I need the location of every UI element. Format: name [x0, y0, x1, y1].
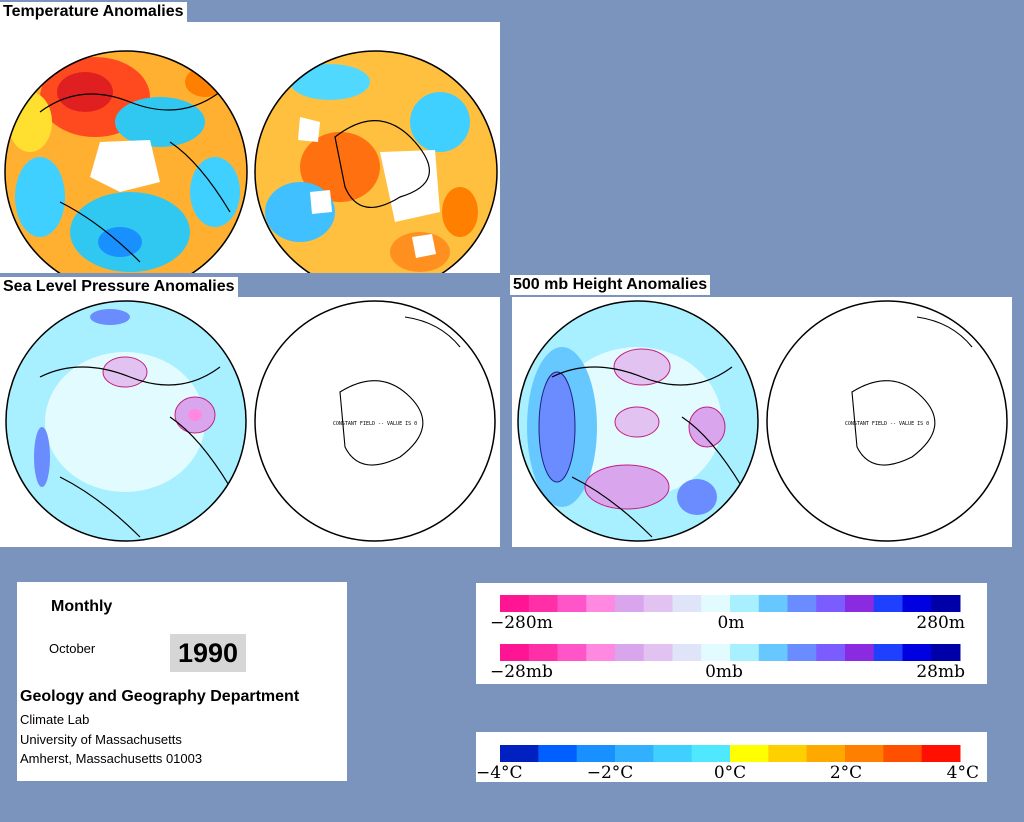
- height-colorbar-swatch: [758, 595, 788, 612]
- pressure-colorbar-swatch: [873, 644, 903, 661]
- temperature-colorbar-swatch: [806, 745, 846, 762]
- height-colorbar-swatch: [902, 595, 932, 612]
- temperature-maps: [4, 50, 498, 273]
- temperature-colorbar-swatch: [845, 745, 884, 762]
- height-colorbar-swatch: [931, 595, 961, 612]
- height-colorbar-swatch: [845, 595, 875, 612]
- temperature-colorbar-swatch: [538, 745, 578, 762]
- lab-label: Climate Lab: [20, 712, 90, 727]
- height-colorbar-swatch: [557, 595, 587, 612]
- pressure-colorbar-swatch: [730, 644, 760, 661]
- height500-title: 500 mb Height Anomalies: [510, 275, 711, 295]
- temp-label-2: 2°C: [830, 763, 862, 782]
- info-box: Monthly October 1990 Geology and Geograp…: [17, 582, 347, 781]
- temp-south-globe: [255, 51, 497, 273]
- height-colorbar: [500, 595, 961, 612]
- pressure-label-zero: 0mb: [705, 662, 743, 682]
- height-colorbar-swatch: [500, 595, 530, 612]
- height-colorbar-swatch: [643, 595, 673, 612]
- slp-panel: CONSTANT FIELD -- VALUE IS 0: [0, 297, 500, 547]
- height-colorbar-swatch: [672, 595, 702, 612]
- pressure-label-min: −28mb: [490, 662, 553, 682]
- height-colorbar-swatch: [701, 595, 731, 612]
- department-label: Geology and Geography Department: [20, 688, 300, 705]
- height-colorbar-swatch: [816, 595, 846, 612]
- pressure-colorbar-swatch: [643, 644, 673, 661]
- slp-title: Sea Level Pressure Anomalies: [0, 277, 238, 297]
- temp-north-globe: [5, 51, 247, 273]
- slp-north-globe: [6, 301, 246, 541]
- slp-south-globe: [254, 300, 496, 542]
- slp-maps: CONSTANT FIELD -- VALUE IS 0: [5, 300, 496, 542]
- height-label-zero: 0m: [718, 613, 745, 633]
- pressure-label-max: 28mb: [916, 662, 965, 682]
- height-pressure-legend: −280m 0m 280m −28mb 0mb 28mb: [476, 583, 987, 684]
- pressure-colorbar-swatch: [672, 644, 702, 661]
- month-label: October: [49, 641, 96, 656]
- temperature-title: Temperature Anomalies: [0, 2, 187, 22]
- temp-label-m2: −2°C: [587, 763, 634, 782]
- height-colorbar-swatch: [787, 595, 817, 612]
- pressure-colorbar-swatch: [528, 644, 558, 661]
- height500-panel: CONSTANT FIELD -- VALUE IS 0: [512, 297, 1012, 547]
- period-label: Monthly: [51, 598, 113, 615]
- pressure-colorbar-swatch: [557, 644, 587, 661]
- height-colorbar-swatch: [586, 595, 616, 612]
- pressure-colorbar-swatch: [845, 644, 875, 661]
- height-colorbar-swatch: [873, 595, 903, 612]
- pressure-colorbar-swatch: [816, 644, 846, 661]
- height500-north-globe: [518, 301, 758, 541]
- temp-label-4: 4°C: [947, 763, 979, 782]
- pressure-colorbar-swatch: [701, 644, 731, 661]
- height-colorbar-swatch: [615, 595, 645, 612]
- temperature-colorbar-swatch: [730, 745, 769, 762]
- slp-constant-note: CONSTANT FIELD -- VALUE IS 0: [333, 421, 417, 427]
- temperature-colorbar-swatch: [615, 745, 654, 762]
- pressure-colorbar-swatch: [902, 644, 932, 661]
- university-label: University of Massachusetts: [20, 732, 182, 747]
- temperature-colorbar-swatch: [691, 745, 731, 762]
- year-label: 1990: [170, 634, 246, 672]
- height500-maps: CONSTANT FIELD -- VALUE IS 0: [517, 300, 1008, 542]
- height-label-max: 280m: [916, 613, 965, 633]
- temperature-colorbar-swatch: [576, 745, 616, 762]
- height-colorbar-swatch: [528, 595, 558, 612]
- height500-south-globe: [766, 300, 1008, 542]
- temperature-panel: [0, 22, 500, 273]
- temperature-colorbar-swatch: [768, 745, 808, 762]
- pressure-colorbar-swatch: [787, 644, 817, 661]
- pressure-colorbar-swatch: [500, 644, 530, 661]
- pressure-colorbar-swatch: [586, 644, 616, 661]
- pressure-colorbar-swatch: [615, 644, 645, 661]
- temperature-legend: −4°C −2°C 0°C 2°C 4°C: [476, 732, 987, 782]
- pressure-colorbar: [500, 644, 961, 661]
- pressure-colorbar-swatch: [931, 644, 961, 661]
- temperature-colorbar-swatch: [921, 745, 961, 762]
- height-label-min: −280m: [490, 613, 553, 633]
- temp-label-m4: −4°C: [476, 763, 523, 782]
- address-label: Amherst, Massachusetts 01003: [20, 751, 203, 766]
- temperature-colorbar-swatch: [500, 745, 539, 762]
- height-colorbar-swatch: [730, 595, 760, 612]
- temp-label-0: 0°C: [714, 763, 746, 782]
- pressure-colorbar-swatch: [758, 644, 788, 661]
- temperature-colorbar-swatch: [653, 745, 693, 762]
- temperature-colorbar-swatch: [883, 745, 923, 762]
- temperature-colorbar: [500, 745, 961, 762]
- height500-constant-note: CONSTANT FIELD -- VALUE IS 0: [845, 421, 929, 427]
